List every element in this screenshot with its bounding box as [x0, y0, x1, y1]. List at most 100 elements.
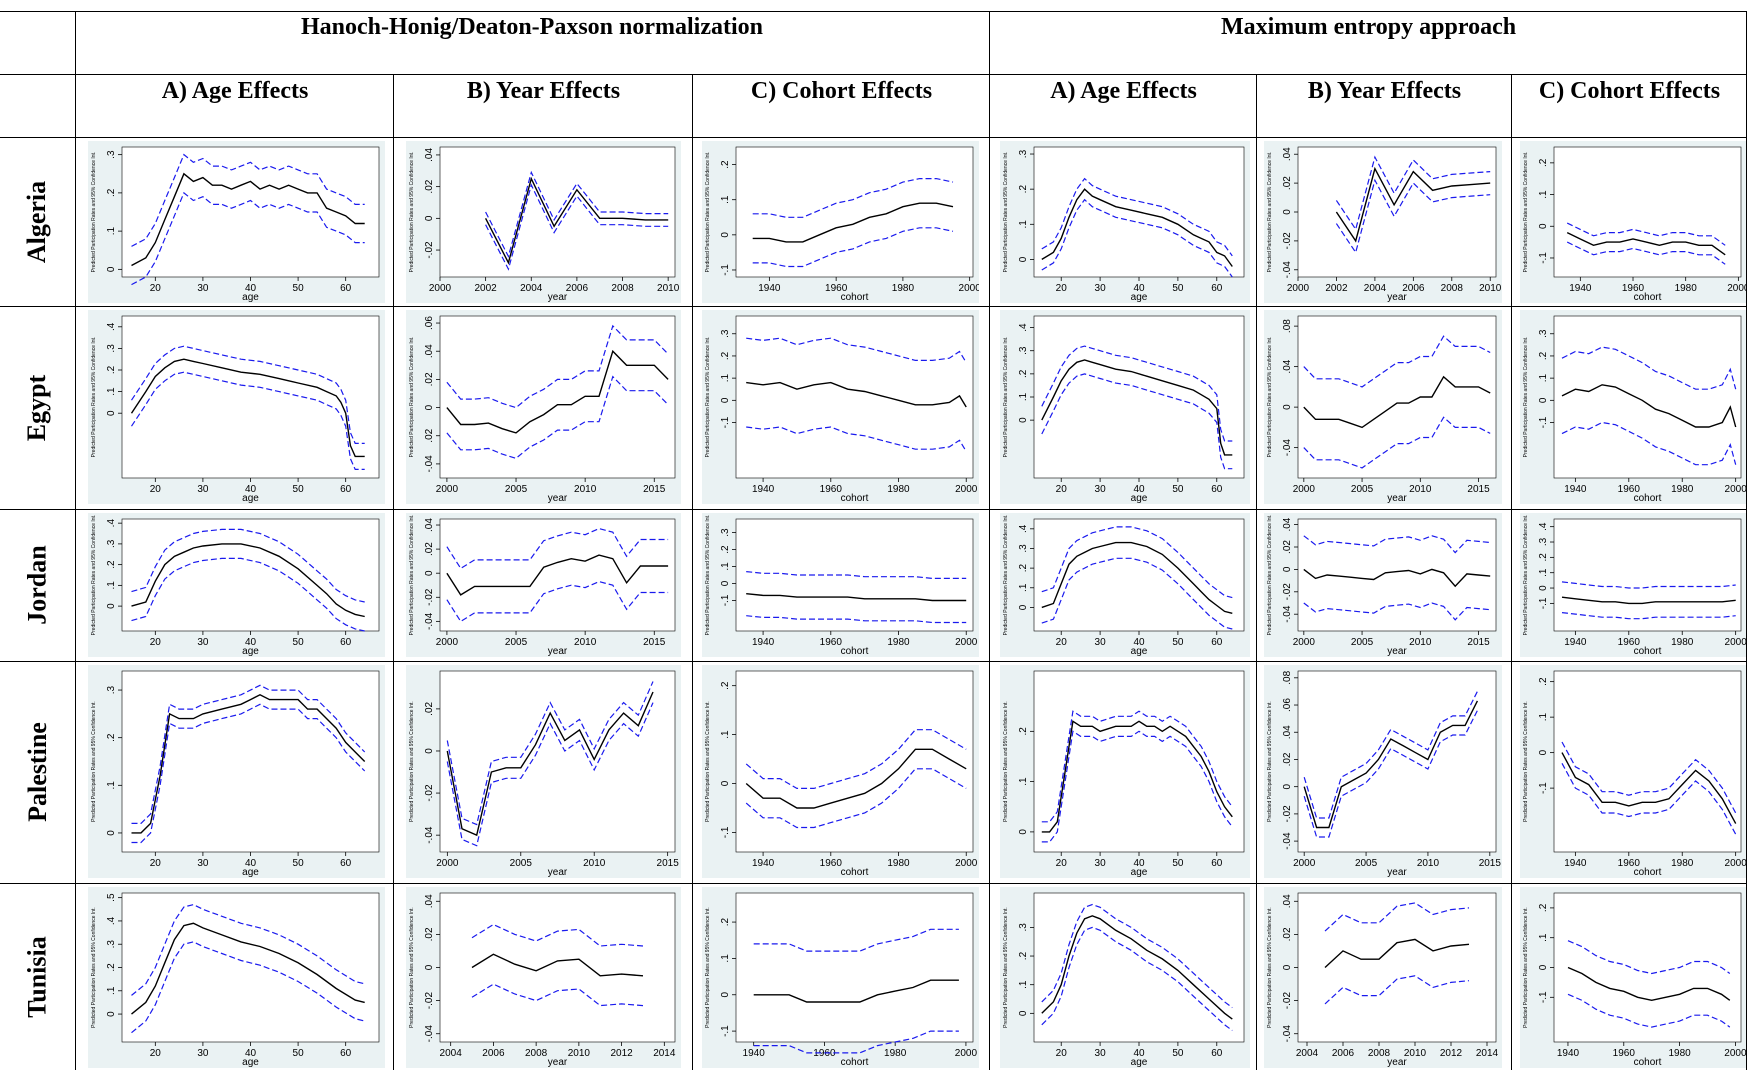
y-tick-label: .1: [106, 986, 117, 995]
y-tick-label: -.1: [1538, 782, 1549, 794]
row-label-algeria: Algeria: [22, 180, 52, 264]
lower-ci-line: [1041, 557, 1233, 630]
y-axis-title: Predicted Participation Rates and 95% Co…: [1267, 907, 1273, 1028]
panel-palestine-me-year: Predicted Participation Rates and 95% Co…: [1264, 665, 1502, 878]
x-tick-label: 2000: [955, 637, 978, 648]
table-rule: [1511, 74, 1512, 1070]
y-tick-label: .2: [106, 188, 117, 197]
y-axis-title: Predicted Participation Rates and 95% Co…: [91, 152, 97, 273]
y-tick-label: 0: [424, 964, 435, 970]
y-tick-label: .02: [1282, 752, 1293, 766]
y-tick-label: 0: [1018, 417, 1029, 423]
x-axis-title: year: [1387, 867, 1407, 878]
x-tick-label: 50: [293, 283, 305, 294]
x-axis-title: cohort: [1634, 292, 1662, 303]
y-tick-label: .3: [106, 344, 117, 353]
y-tick-label: .2: [720, 545, 731, 554]
y-tick-label: 0: [720, 780, 731, 786]
upper-ci-line: [1324, 902, 1470, 932]
x-axis-title: cohort: [841, 1057, 869, 1068]
estimate-line: [446, 554, 669, 596]
y-axis-title: Predicted Participation Rates and 95% Co…: [1267, 337, 1273, 458]
y-tick-label: -.02: [424, 241, 435, 259]
upper-ci-line: [1561, 346, 1737, 390]
x-tick-label: 1980: [887, 484, 910, 495]
y-tick-label: .02: [424, 542, 435, 556]
panel-jordan-hh-year: Predicted Participation Rates and 95% Co…: [406, 513, 681, 657]
col-header-hh-age: A) Age Effects: [161, 78, 309, 104]
y-tick-label: -.02: [1282, 992, 1293, 1010]
x-tick-label: 2004: [520, 283, 543, 294]
panel-algeria-me-year: Predicted Participation Rates and 95% Co…: [1264, 141, 1502, 303]
upper-ci-line: [1561, 581, 1736, 589]
y-axis-title: Predicted Participation Rates and 95% Co…: [409, 152, 415, 273]
estimate-line: [752, 202, 954, 243]
upper-ci-line: [446, 527, 669, 570]
estimate-line: [753, 979, 959, 1003]
x-axis-title: cohort: [841, 292, 869, 303]
y-tick-label: .06: [424, 316, 435, 330]
x-tick-label: 50: [293, 484, 305, 495]
lower-ci-line: [446, 375, 669, 459]
x-tick-label: 1960: [1618, 484, 1641, 495]
x-tick-label: 2000: [1724, 1048, 1747, 1059]
upper-ci-line: [1561, 741, 1737, 814]
y-tick-label: 0: [1282, 209, 1293, 215]
y-axis-title: Predicted Participation Rates and 95% Co…: [1523, 515, 1529, 636]
x-tick-label: 1940: [743, 1048, 766, 1059]
plot-area: [1553, 518, 1742, 632]
x-tick-label: 40: [245, 637, 257, 648]
estimate-line: [1324, 938, 1470, 969]
y-axis-title: Predicted Participation Rates and 95% Co…: [1003, 701, 1009, 822]
x-tick-label: 50: [1172, 1048, 1184, 1059]
x-tick-label: 2010: [1409, 637, 1432, 648]
table-rule: [0, 74, 1747, 75]
x-tick-label: 2005: [505, 484, 528, 495]
lower-ci-line: [131, 941, 365, 1034]
panel-jordan-hh-cohort: Predicted Participation Rates and 95% Co…: [702, 513, 979, 657]
y-axis-title: Predicted Participation Rates and 95% Co…: [705, 152, 711, 273]
estimate-line: [446, 349, 669, 434]
x-tick-label: 2006: [482, 1048, 505, 1059]
x-tick-label: 30: [1095, 637, 1107, 648]
x-tick-label: 2010: [657, 283, 680, 294]
x-tick-label: 2004: [1296, 1048, 1319, 1059]
x-tick-label: 2006: [1402, 283, 1425, 294]
upper-ci-line: [1041, 903, 1233, 1009]
plot-area: [439, 892, 676, 1043]
x-tick-label: 2008: [1441, 283, 1464, 294]
panel-tunisia-hh-cohort: Predicted Participation Rates and 95% Co…: [702, 887, 979, 1068]
y-tick-label: .02: [424, 179, 435, 193]
y-tick-label: .3: [1018, 149, 1029, 158]
x-tick-label: 1980: [887, 637, 910, 648]
y-tick-label: .2: [1018, 185, 1029, 194]
plot-area: [439, 670, 676, 853]
x-tick-label: 50: [1172, 283, 1184, 294]
x-tick-label: 60: [1211, 637, 1223, 648]
y-tick-label: 0: [1538, 223, 1549, 229]
y-tick-label: -.02: [1282, 232, 1293, 250]
x-tick-label: 2005: [1355, 858, 1378, 869]
x-tick-label: 2015: [643, 637, 666, 648]
estimate-line: [130, 358, 365, 458]
panel-palestine-hh-year: Predicted Participation Rates and 95% Co…: [406, 665, 681, 878]
panel-jordan-me-year: Predicted Participation Rates and 95% Co…: [1264, 513, 1502, 657]
y-tick-label: .1: [1018, 980, 1029, 989]
y-tick-label: .04: [1282, 147, 1293, 161]
x-tick-label: 1960: [820, 858, 843, 869]
row-label-jordan: Jordan: [22, 545, 52, 625]
col-header-me-cohort: C) Cohort Effects: [1538, 78, 1721, 104]
estimate-line: [131, 694, 366, 834]
y-tick-label: .5: [106, 893, 117, 902]
y-tick-label: .08: [1282, 670, 1293, 684]
y-tick-label: .3: [720, 528, 731, 537]
x-tick-label: 30: [1095, 283, 1107, 294]
x-tick-label: 60: [1211, 858, 1223, 869]
panel-palestine-me-cohort: Predicted Participation Rates and 95% Co…: [1520, 665, 1747, 878]
lower-ci-line: [131, 191, 365, 286]
col-header-me-age: A) Age Effects: [1050, 78, 1197, 104]
x-tick-label: 2000: [1727, 283, 1747, 294]
x-tick-label: 1940: [1564, 637, 1587, 648]
estimate-line: [1041, 188, 1233, 267]
x-axis-title: cohort: [1634, 646, 1662, 657]
